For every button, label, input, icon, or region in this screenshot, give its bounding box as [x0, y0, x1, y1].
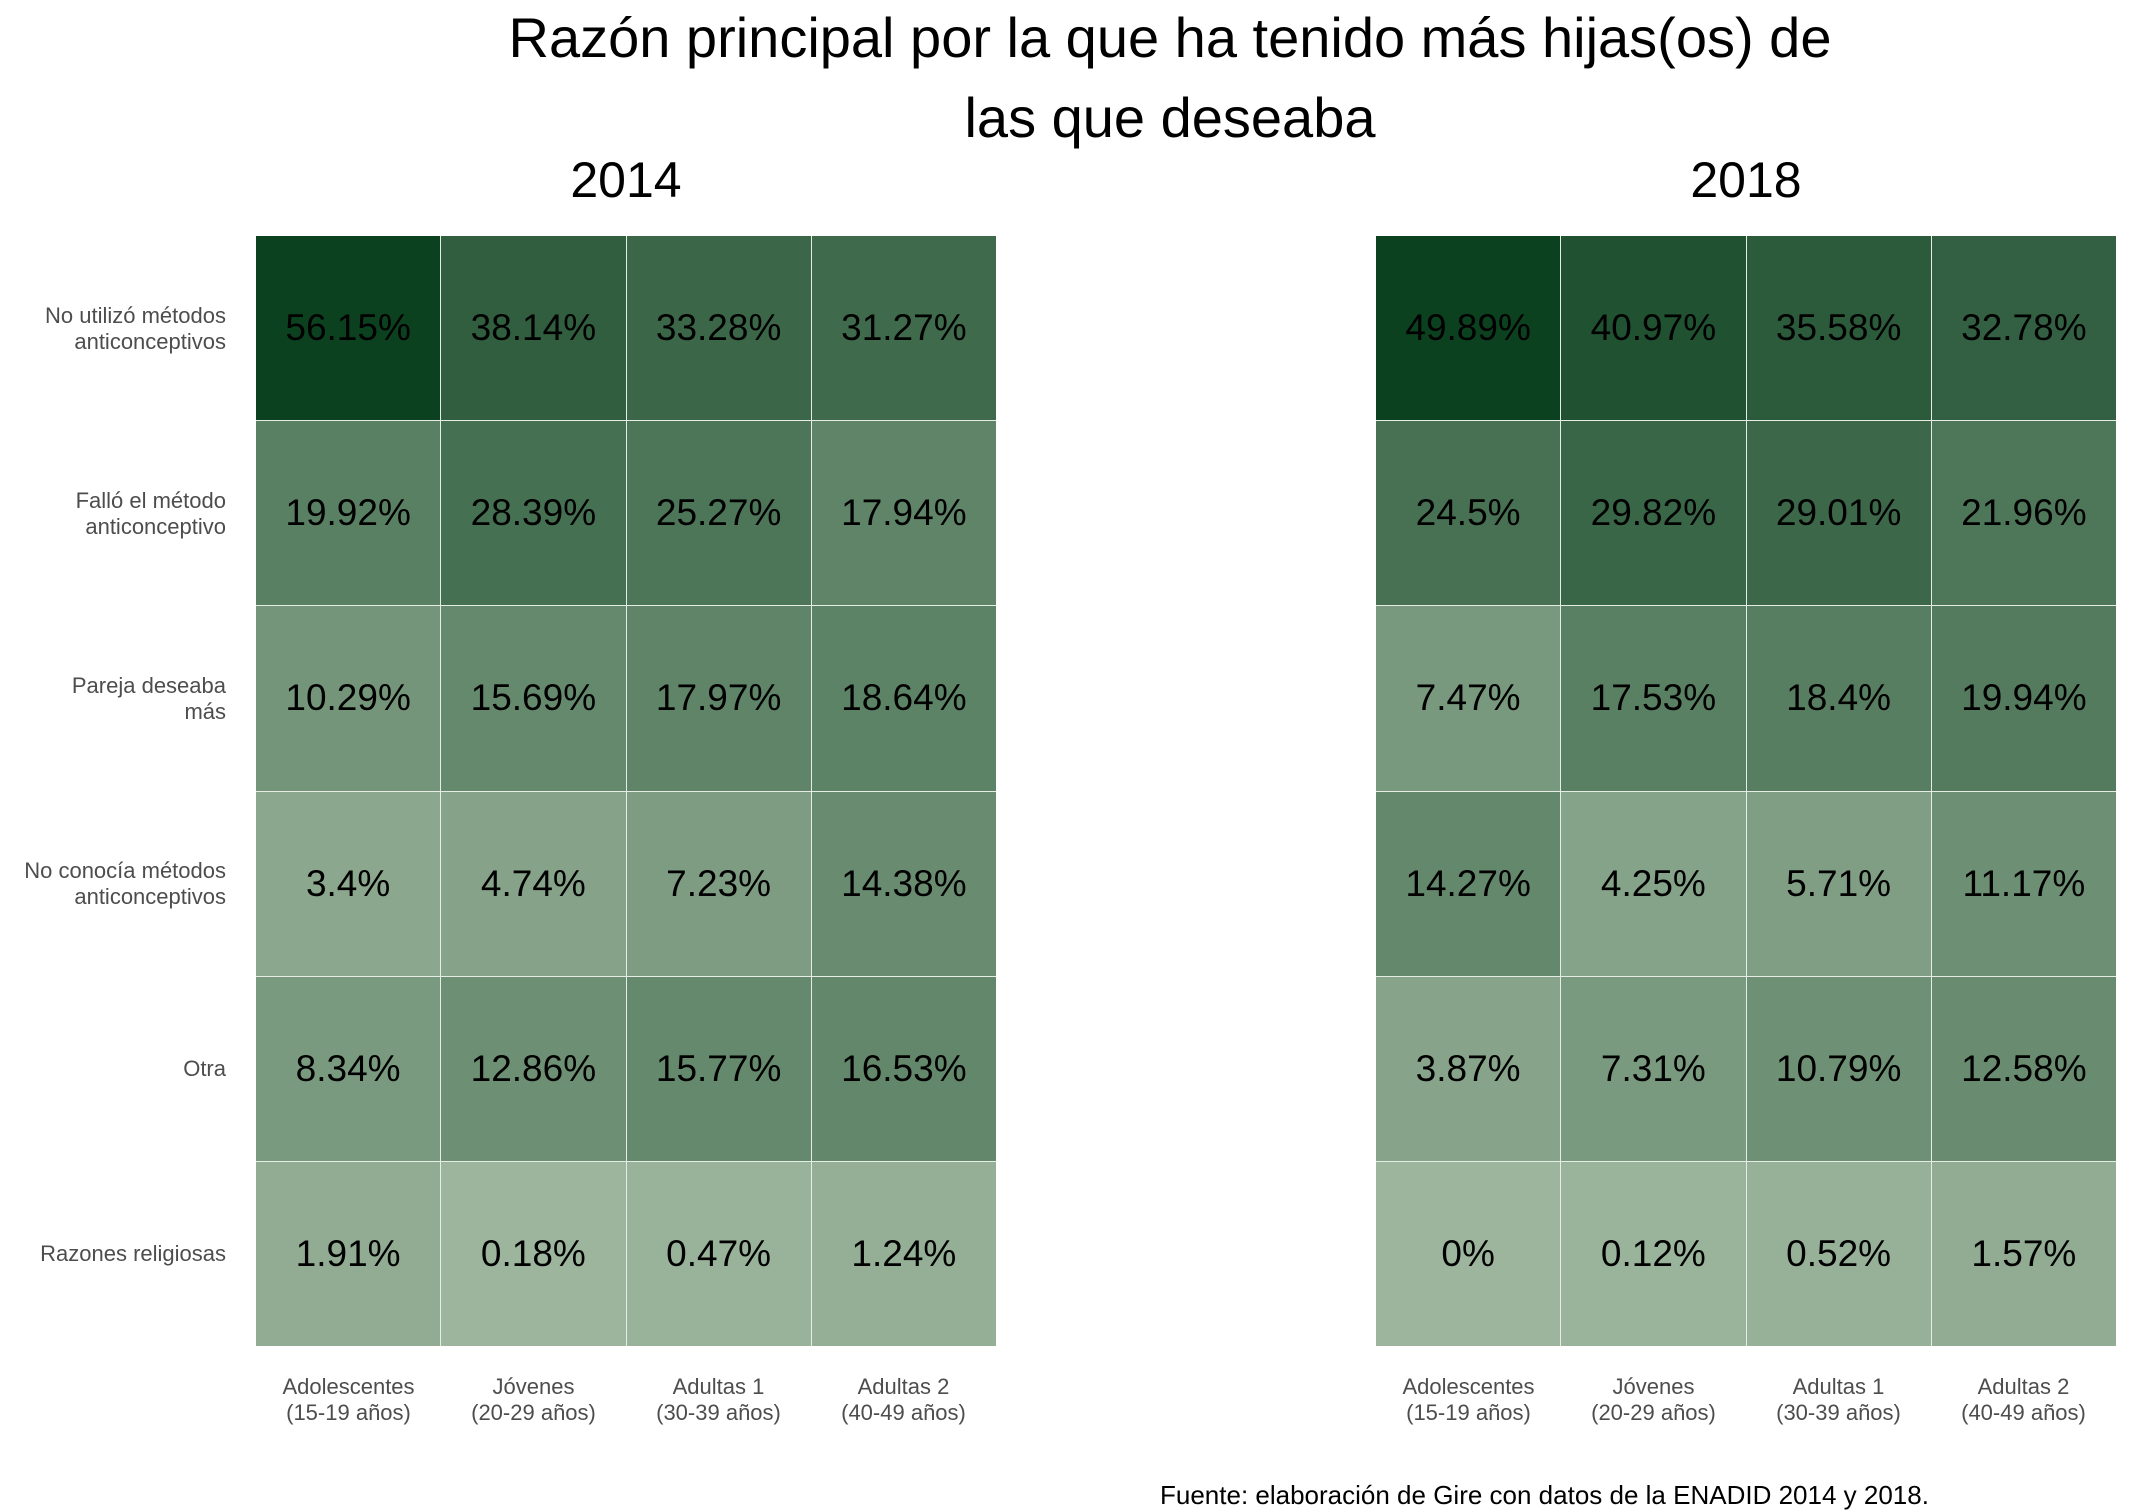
- x-axis-tick-label: Adolescentes (15-19 años): [282, 1374, 415, 1425]
- heatmap-cell: 38.14%: [441, 236, 626, 421]
- heatmap-cell: 12.86%: [441, 976, 626, 1161]
- heatmap-cell: 17.97%: [626, 606, 811, 791]
- panel-title-2018: 2018: [1690, 152, 1802, 208]
- heatmap-cell: 14.27%: [1376, 791, 1561, 976]
- heatmap-cell: 29.82%: [1561, 421, 1746, 606]
- heatmap-cell: 32.78%: [1931, 236, 2116, 421]
- heatmap-cell: 49.89%: [1376, 236, 1561, 421]
- heatmap-cell: 0.12%: [1561, 1161, 1746, 1346]
- heatmap-cell: 0.47%: [626, 1161, 811, 1346]
- heatmap-cell: 18.4%: [1746, 606, 1931, 791]
- x-axis-tick-label: Adultas 1 (30-39 años): [656, 1374, 781, 1425]
- heatmap-cell: 24.5%: [1376, 421, 1561, 606]
- heatmap-cell: 14.38%: [811, 791, 996, 976]
- heatmap-cell: 0.52%: [1746, 1161, 1931, 1346]
- heatmap-cell: 3.87%: [1376, 976, 1561, 1161]
- heatmap-cell: 11.17%: [1931, 791, 2116, 976]
- heatmap-cell: 4.25%: [1561, 791, 1746, 976]
- row-label: No conocía métodos anticonceptivos: [24, 857, 226, 909]
- panel-title-2014: 2014: [570, 152, 682, 208]
- heatmap-cell: 3.4%: [256, 791, 441, 976]
- heatmap-cell: 17.94%: [811, 421, 996, 606]
- heatmap-cell: 0.18%: [441, 1161, 626, 1346]
- heatmap-cell: 28.39%: [441, 421, 626, 606]
- heatmap-cell: 4.74%: [441, 791, 626, 976]
- heatmap-cell: 33.28%: [626, 236, 811, 421]
- heatmap-cell: 18.64%: [811, 606, 996, 791]
- heatmap-cell: 5.71%: [1746, 791, 1931, 976]
- heatmap-cell: 19.92%: [256, 421, 441, 606]
- x-axis-labels-2014: Adolescentes (15-19 años) Jóvenes (20-29 añ…: [256, 1374, 996, 1426]
- x-axis-tick-label: Jóvenes (20-29 años): [471, 1374, 596, 1425]
- heatmap-cell: 35.58%: [1746, 236, 1931, 421]
- heatmap-cell: 7.47%: [1376, 606, 1561, 791]
- chart-title-line1: Razón principal por la que ha tenido más…: [508, 6, 1832, 69]
- heatmap-cell: 10.29%: [256, 606, 441, 791]
- row-labels: No utilizó métodos anticonceptivos Falló e…: [0, 236, 226, 1346]
- row-label: Falló el método anticonceptivo: [75, 487, 226, 539]
- chart-title-line2: las que deseaba: [964, 86, 1376, 149]
- heatmap-cell: 15.77%: [626, 976, 811, 1161]
- heatmap-cell: 1.24%: [811, 1161, 996, 1346]
- heatmap-cell: 16.53%: [811, 976, 996, 1161]
- row-label: Pareja deseaba más: [71, 672, 226, 724]
- heatmap-cell: 17.53%: [1561, 606, 1746, 791]
- heatmap-cell: 56.15%: [256, 236, 441, 421]
- heatmap-cell: 7.31%: [1561, 976, 1746, 1161]
- heatmap-cell: 1.91%: [256, 1161, 441, 1346]
- heatmap-cell: 1.57%: [1931, 1161, 2116, 1346]
- x-axis-labels-2018: Adolescentes (15-19 años) Jóvenes (20-29 añ…: [1376, 1374, 2116, 1426]
- x-axis-tick-label: Jóvenes (20-29 años): [1591, 1374, 1716, 1425]
- source-caption: Fuente: elaboración de Gire con datos de…: [1160, 1480, 1929, 1510]
- heatmap-cell: 7.23%: [626, 791, 811, 976]
- heatmap-cell: 31.27%: [811, 236, 996, 421]
- heatmap-cell: 25.27%: [626, 421, 811, 606]
- heatmap-2014: 56.15% 38.14% 33.28% 31.27% 19.92% 28.39% 25.2…: [256, 236, 996, 1346]
- heatmap-cell: 40.97%: [1561, 236, 1746, 421]
- heatmap-cell: 21.96%: [1931, 421, 2116, 606]
- x-axis-tick-label: Adultas 2 (40-49 años): [841, 1374, 966, 1425]
- heatmap-cell: 10.79%: [1746, 976, 1931, 1161]
- x-axis-tick-label: Adultas 2 (40-49 años): [1961, 1374, 2086, 1425]
- heatmap-cell: 12.58%: [1931, 976, 2116, 1161]
- row-label: Otra: [183, 1055, 226, 1081]
- heatmap-cell: 8.34%: [256, 976, 441, 1161]
- x-axis-tick-label: Adolescentes (15-19 años): [1402, 1374, 1535, 1425]
- x-axis-tick-label: Adultas 1 (30-39 años): [1776, 1374, 1901, 1425]
- row-label: Razones religiosas: [40, 1240, 226, 1266]
- row-label: No utilizó métodos anticonceptivos: [45, 302, 226, 354]
- heatmap-cell: 15.69%: [441, 606, 626, 791]
- heatmap-cell: 0%: [1376, 1161, 1561, 1346]
- heatmap-2018: 49.89% 40.97% 35.58% 32.78% 24.5% 29.82% 29.01…: [1376, 236, 2116, 1346]
- heatmap-cell: 29.01%: [1746, 421, 1931, 606]
- heatmap-cell: 19.94%: [1931, 606, 2116, 791]
